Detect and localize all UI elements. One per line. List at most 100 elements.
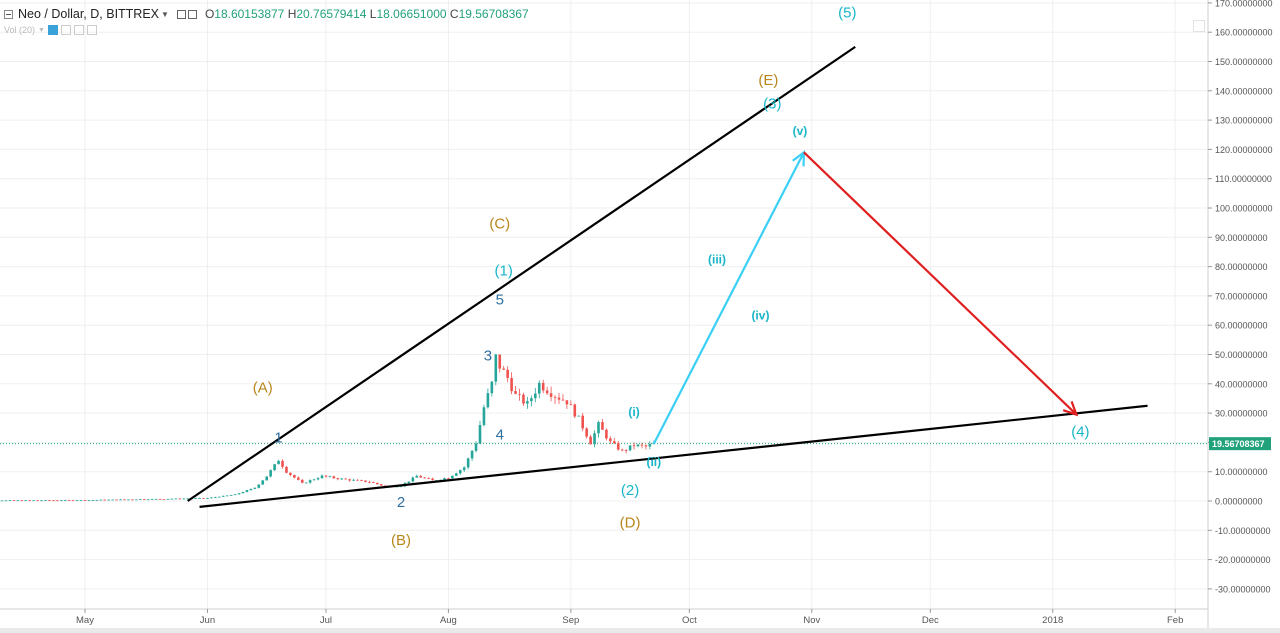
wave-label: (B) <box>391 532 411 549</box>
candle-body <box>154 498 158 500</box>
candle-body <box>605 429 608 439</box>
chevron-down-icon[interactable]: ▼ <box>38 26 45 34</box>
candle-body <box>111 499 114 501</box>
candle-body <box>206 498 209 499</box>
candle-body <box>63 500 67 501</box>
candle-body <box>28 500 31 502</box>
wave-label: (5) <box>838 5 856 22</box>
candle-body <box>399 486 403 488</box>
x-tick-label: 2018 <box>1042 615 1063 626</box>
candle-body <box>44 500 47 501</box>
chevron-down-icon[interactable]: ▼ <box>161 9 169 19</box>
candle-body <box>36 500 39 502</box>
candle-body <box>514 391 517 394</box>
y-tick-label: -20.00000000 <box>1215 555 1271 565</box>
x-tick-label: Feb <box>1167 615 1183 626</box>
candle-body <box>48 500 51 501</box>
candle-body <box>344 478 347 480</box>
candle-body <box>56 500 59 502</box>
candle-body <box>518 393 521 395</box>
candle-body <box>431 478 434 481</box>
candle-body <box>253 487 257 489</box>
y-tick-label: -30.00000000 <box>1215 584 1271 594</box>
candle-body <box>415 475 419 478</box>
candle-body <box>285 466 288 473</box>
scale-settings-icon[interactable] <box>1193 20 1205 32</box>
candle-body <box>644 445 648 447</box>
candle-body <box>577 415 581 417</box>
y-tick-label: 90.00000000 <box>1215 233 1268 243</box>
trendline-lower <box>199 404 1148 508</box>
candle-body <box>194 498 197 499</box>
wave-label: (iv) <box>751 308 769 322</box>
visibility-icon[interactable] <box>47 25 58 35</box>
candle-body <box>427 478 430 479</box>
candle-body <box>214 497 217 498</box>
candle-body <box>573 404 577 417</box>
wave-label: 2 <box>397 494 405 511</box>
ohlc-values: O18.60153877 H20.76579414 L18.06651000 C… <box>205 7 529 21</box>
candle-body <box>553 396 557 398</box>
candle-body <box>648 444 652 447</box>
candle-body <box>466 458 470 468</box>
candle-body <box>87 500 91 501</box>
candle-body <box>609 438 612 442</box>
candle-body <box>348 479 351 481</box>
settings-icon[interactable] <box>176 9 186 19</box>
wave-label: (2) <box>621 482 639 499</box>
candle-body <box>407 481 411 484</box>
wave-label: (i) <box>628 405 639 419</box>
candle-body <box>308 480 312 483</box>
y-tick-label: 170.00000000 <box>1215 0 1273 8</box>
wave-label: (A) <box>253 380 273 397</box>
candle-body <box>182 498 186 500</box>
candle-body <box>67 500 71 501</box>
candle-body <box>316 478 320 480</box>
candle-body <box>312 479 316 481</box>
y-tick-label: 0.00000000 <box>1215 497 1263 507</box>
y-tick-label: 160.00000000 <box>1215 28 1273 38</box>
candle-body <box>127 499 130 501</box>
candle-body <box>557 397 561 400</box>
candle-body <box>411 477 415 482</box>
candle-body <box>186 498 189 500</box>
candle-body <box>545 390 549 394</box>
candle-body <box>198 498 201 499</box>
candle-body <box>601 422 604 430</box>
format-icon[interactable] <box>73 25 84 35</box>
projection-arrows <box>652 150 1079 445</box>
candle-body <box>324 475 328 477</box>
candle-body <box>336 478 340 480</box>
symbol-title[interactable]: Neo / Dollar, D, BITTREX <box>18 7 160 21</box>
candle-body <box>368 481 371 483</box>
candle-body <box>494 354 498 382</box>
candle-body <box>249 488 253 491</box>
open-label: O <box>204 7 215 21</box>
settings-icon[interactable] <box>60 25 71 35</box>
candle-body <box>95 499 99 501</box>
candle-body <box>71 500 75 501</box>
compare-icon[interactable] <box>187 9 197 19</box>
candle-body <box>490 381 494 394</box>
candle-body <box>569 404 573 406</box>
candle-body <box>131 499 134 501</box>
candle-body <box>462 467 466 471</box>
candle-body <box>237 493 241 495</box>
candle-body <box>498 354 502 369</box>
candle-body <box>261 480 265 485</box>
collapse-icon[interactable] <box>4 9 13 19</box>
candle-body <box>419 475 423 478</box>
close-icon[interactable] <box>86 25 97 35</box>
y-tick-label: 130.00000000 <box>1215 116 1273 126</box>
candle-body <box>624 450 628 451</box>
candle-body <box>277 460 280 465</box>
candle-body <box>221 495 225 497</box>
trendlines <box>187 45 1148 508</box>
candle-body <box>565 400 569 405</box>
candle-body <box>640 444 644 446</box>
wave-label: (3) <box>763 95 781 112</box>
candle-body <box>581 415 584 429</box>
candle-body <box>178 498 182 500</box>
wave-label: (ii) <box>646 455 661 469</box>
